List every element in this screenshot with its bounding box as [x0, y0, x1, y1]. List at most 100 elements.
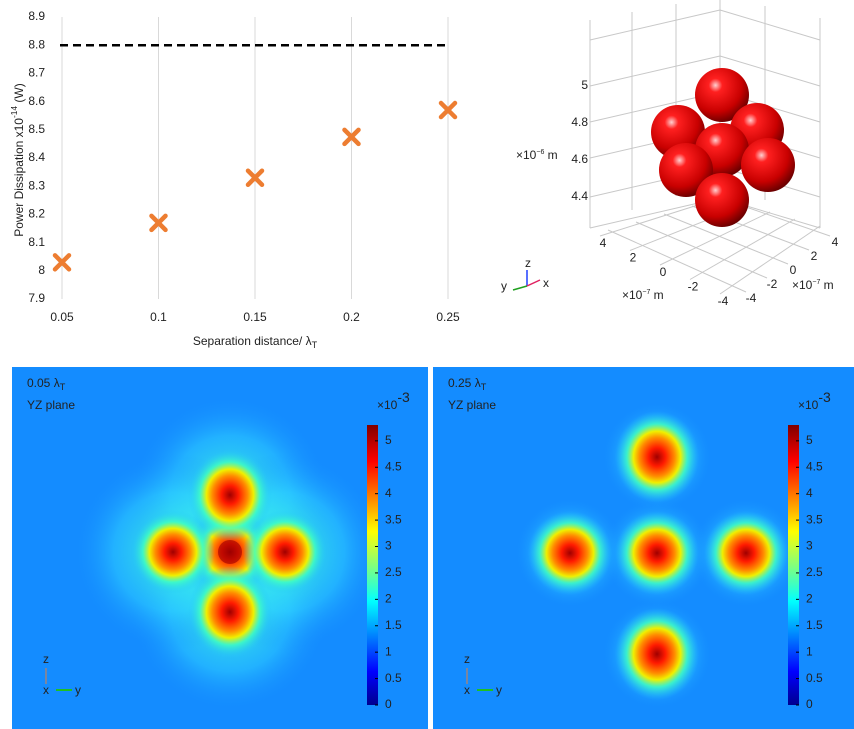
triad-axis: [527, 280, 540, 286]
colorbar-tick-label: 4.5: [806, 459, 823, 473]
y-tick-label: -2: [688, 280, 699, 294]
text-part: Separation distance/ λ: [193, 334, 312, 348]
colorbar-tick-label: 1.5: [806, 618, 823, 632]
z-tick-label: 5: [581, 78, 588, 92]
y-axis-label: Power Dissipation x10-14 (W): [9, 83, 26, 237]
colorbar-tick-label: 3: [385, 539, 392, 553]
colorbar-tick-label: 1: [385, 644, 392, 658]
panel-plane: YZ plane: [27, 398, 75, 412]
field-core: [218, 540, 242, 564]
text-part: m: [820, 278, 833, 292]
text-part: −7: [812, 279, 820, 286]
field-hotspot: [615, 608, 699, 700]
x-tick-label: -4: [746, 291, 757, 305]
colorbar-tick-label: 2: [806, 592, 813, 606]
y-tick-label: 2: [630, 251, 637, 265]
colorbar-tick-label: 5: [385, 433, 392, 447]
sphere: [741, 138, 795, 192]
text-part: ×10: [377, 398, 398, 412]
figure: 0.05 0.1 0.15 0.2 0.25 7.9 8 8.1 8.2 8.3 8.4 8.5 8.6…: [0, 0, 854, 729]
text-part: -3: [818, 389, 831, 405]
triad-label: x: [543, 276, 549, 290]
text-part: T: [60, 382, 66, 392]
y-tick-label: 7.9: [28, 291, 45, 305]
y-tick-label: 8.6: [28, 94, 45, 108]
colorbar-tick-label: 5: [806, 433, 813, 447]
text-part: (W): [12, 83, 26, 106]
x-tick-label: 0.05: [50, 310, 74, 324]
text-part: 0.05 λ: [27, 376, 60, 390]
colorbar-tick-label: 2.5: [806, 565, 823, 579]
x-tick-label: 4: [832, 235, 839, 249]
triad-label: y: [501, 279, 507, 293]
colorbar-tick-label: 3: [806, 539, 813, 553]
text-part: m: [650, 288, 663, 302]
text-part: ×10: [622, 288, 643, 302]
y-tick-label: 4: [600, 236, 607, 250]
z-tick-label: 4.8: [571, 115, 588, 129]
field-hotspot: [243, 510, 327, 594]
colorbar-tick-label: 2: [385, 592, 392, 606]
z-unit: ×10−6 m: [516, 148, 558, 162]
y-unit: ×10−7 m: [622, 288, 664, 302]
text-part: −7: [642, 289, 650, 296]
text-part: −6: [536, 149, 544, 156]
colorbar-tick-label: 0: [806, 697, 813, 711]
x-tick-label: 0.25: [436, 310, 460, 324]
triad-label: y: [496, 683, 502, 697]
colorbar-tick-label: 4.5: [385, 459, 402, 473]
text-part: 0.25 λ: [448, 376, 481, 390]
field-hotspot: [615, 511, 699, 595]
text-part: T: [312, 340, 318, 350]
colorbar-tick-label: 4: [385, 486, 392, 500]
triad-label: z: [464, 652, 470, 666]
x-axis-label: Separation distance/ λT: [193, 334, 318, 350]
z-tick-label: 4.6: [571, 152, 588, 166]
triad-label: x: [464, 683, 470, 697]
x-tick-label: 0.2: [343, 310, 360, 324]
y-tick-label: 8.2: [28, 207, 45, 221]
colorbar-tick-label: 3.5: [806, 512, 823, 526]
y-tick-label: 8.1: [28, 235, 45, 249]
colorbar-tick-label: 2.5: [385, 565, 402, 579]
triad-label: y: [75, 683, 81, 697]
y-tick-label: 0: [660, 265, 667, 279]
y-tick-label: 8: [38, 263, 45, 277]
colorbar-tick-label: 3.5: [385, 512, 402, 526]
y-tick-label: -4: [718, 294, 729, 308]
y-tick-label: 8.3: [28, 178, 45, 192]
text-part: -14: [9, 106, 19, 118]
field-hotspot: [131, 510, 215, 594]
y-tick-label: 8.5: [28, 122, 45, 136]
colorbar-tick-label: 4: [806, 486, 813, 500]
triad-label: z: [43, 652, 49, 666]
x-tick-label: 0: [790, 263, 797, 277]
floor-line: [636, 222, 767, 278]
y-tick-label: 8.9: [28, 9, 45, 23]
text-part: ×10: [516, 148, 537, 162]
colorbar-tick-label: 1.5: [385, 618, 402, 632]
colorbar-tick-label: 0.5: [385, 671, 402, 685]
field-hotspot: [528, 511, 612, 595]
triad-axis: [513, 286, 527, 290]
floor-line: [690, 219, 795, 280]
x-tick-label: 0.1: [150, 310, 167, 324]
sphere: [695, 173, 749, 227]
text-part: m: [544, 148, 557, 162]
y-tick-label: 8.7: [28, 66, 45, 80]
x-tick-label: 2: [811, 249, 818, 263]
text-part: ×10: [792, 278, 813, 292]
field-hotspot: [704, 511, 788, 595]
x-tick-label: -2: [767, 277, 778, 291]
x-tick-label: 0.15: [243, 310, 267, 324]
triad-label: x: [43, 683, 49, 697]
y-tick-label: 8.8: [28, 37, 45, 51]
box-line: [590, 10, 720, 40]
y-tick-label: 8.4: [28, 150, 45, 164]
colorbar-tick-label: 1: [806, 644, 813, 658]
panel-plane: YZ plane: [448, 398, 496, 412]
z-tick-label: 4.4: [571, 189, 588, 203]
colorbar-tick-label: 0.5: [806, 671, 823, 685]
text-part: ×10: [798, 398, 819, 412]
field-hotspot: [615, 411, 699, 503]
